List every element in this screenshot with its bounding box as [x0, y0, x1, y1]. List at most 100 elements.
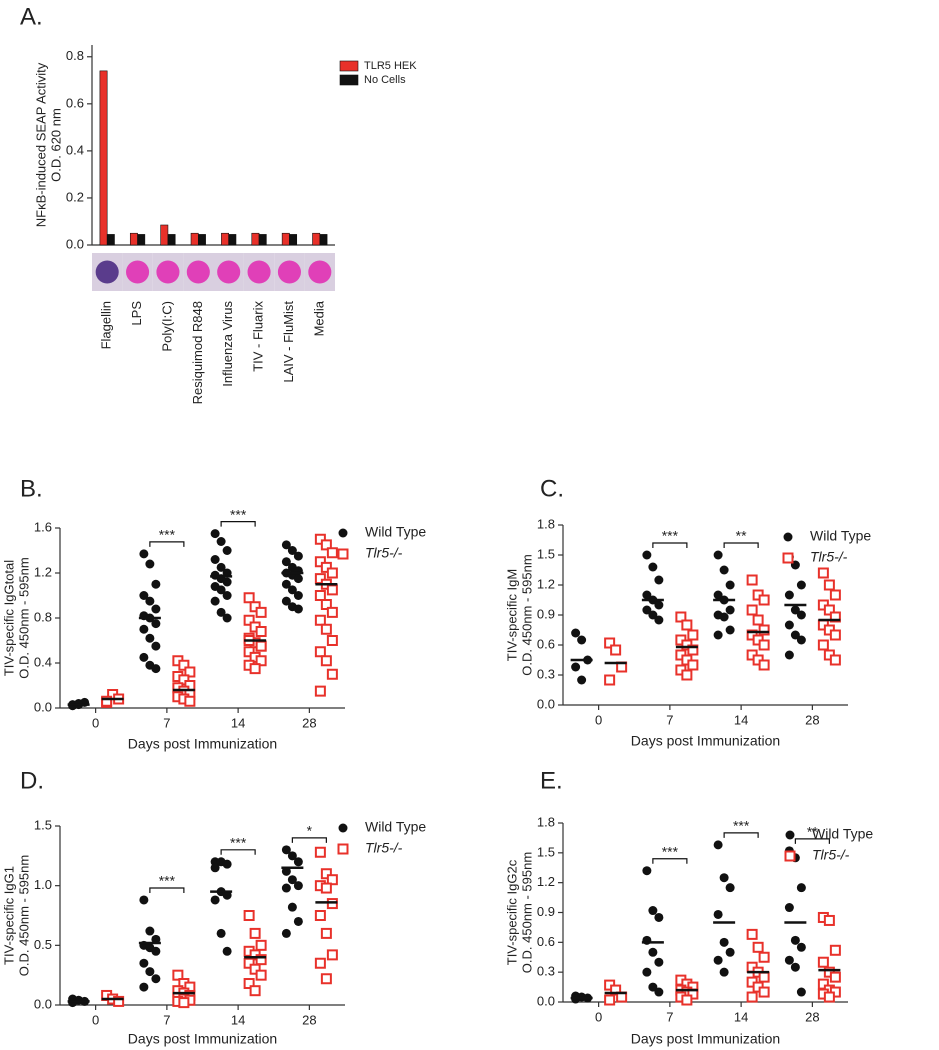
y-axis-label: TIV-specific IgG2c	[504, 859, 519, 965]
point	[604, 637, 616, 649]
point	[784, 620, 794, 630]
y-tick-label: 1.0	[34, 877, 52, 892]
legend-label: Tlr5-/-	[810, 549, 848, 565]
x-tick-label: 14	[734, 712, 748, 727]
point	[681, 619, 693, 631]
significance-label: *	[307, 823, 313, 839]
legend-label: Wild Type	[810, 528, 871, 544]
point	[243, 910, 255, 921]
point	[287, 902, 297, 912]
point	[817, 567, 829, 579]
point	[829, 971, 841, 983]
point	[314, 957, 326, 969]
point	[222, 546, 232, 555]
point	[713, 590, 723, 600]
point	[320, 868, 332, 880]
y-tick-label: 1.5	[34, 817, 52, 832]
point	[151, 619, 161, 629]
y-tick-label: 1.6	[34, 519, 52, 534]
point	[293, 551, 303, 561]
point	[139, 624, 149, 634]
point	[796, 635, 806, 645]
point	[145, 926, 155, 936]
point	[255, 969, 267, 981]
point	[249, 963, 261, 975]
point	[151, 664, 161, 674]
bar	[258, 234, 267, 246]
significance-bracket	[652, 858, 688, 864]
point	[314, 646, 326, 658]
point	[314, 614, 326, 626]
point	[654, 912, 664, 922]
point	[719, 565, 729, 575]
significance-bracket	[149, 541, 185, 547]
point	[314, 685, 326, 697]
point	[758, 971, 770, 983]
point	[610, 644, 622, 656]
point	[654, 615, 664, 625]
x-tick-label: LAIV - FluMist	[281, 301, 296, 383]
point	[823, 579, 835, 591]
legend-marker	[337, 548, 349, 560]
point	[719, 967, 729, 977]
y-axis-label: O.D. 450nm - 595nm	[16, 855, 31, 976]
point	[326, 567, 338, 579]
point	[314, 846, 326, 858]
point	[222, 946, 232, 956]
x-tick-label: 0	[595, 1009, 602, 1024]
bar	[137, 234, 146, 246]
point	[287, 875, 297, 885]
point	[314, 590, 326, 601]
y-axis-label: O.D. 620 nm	[48, 108, 63, 182]
x-tick-label: Poly(I:C)	[159, 301, 174, 352]
y-tick-label: 0.0	[537, 696, 555, 711]
bar	[228, 234, 237, 246]
y-tick-label: 1.2	[34, 564, 52, 579]
bar	[106, 234, 115, 246]
point	[320, 539, 332, 551]
legend-marker	[337, 843, 349, 855]
point	[784, 903, 794, 913]
point	[243, 978, 255, 990]
point	[249, 927, 261, 939]
x-tick-label: LPS	[129, 301, 144, 326]
point	[746, 604, 758, 616]
well	[95, 260, 119, 284]
x-tick-label: 14	[231, 1012, 245, 1027]
significance-bracket	[220, 849, 256, 855]
x-tick-label: 14	[734, 1009, 748, 1024]
point	[320, 599, 332, 610]
point	[326, 547, 338, 559]
significance-label: ***	[230, 835, 247, 851]
point	[758, 951, 770, 963]
point	[243, 646, 255, 658]
bar	[221, 232, 229, 246]
point	[577, 675, 587, 685]
legend-label: Wild Type	[365, 524, 426, 540]
point	[222, 890, 232, 900]
point	[255, 640, 267, 652]
bar	[281, 232, 290, 246]
y-axis-label: TIV-specific IgGtotal	[1, 560, 16, 676]
bar	[129, 232, 138, 246]
point	[725, 947, 735, 957]
point	[796, 610, 806, 620]
y-tick-label: 0.0	[34, 996, 52, 1011]
significance-label: ***	[662, 528, 679, 544]
bar	[198, 234, 206, 246]
point	[320, 655, 332, 667]
significance-bracket	[652, 542, 688, 548]
y-tick-label: 0.4	[66, 142, 84, 157]
significance-label: ***	[733, 818, 750, 834]
point	[326, 668, 338, 680]
legend-label: No Cells	[364, 74, 406, 86]
legend-label: Wild Type	[812, 826, 873, 842]
point	[823, 604, 835, 616]
x-axis-label: Days post Immunization	[128, 1031, 277, 1047]
point	[654, 575, 664, 585]
x-tick-label: 0	[595, 712, 602, 727]
x-tick-label: 28	[302, 715, 316, 730]
point	[654, 957, 664, 967]
y-axis-label: O.D. 450nm - 595nm	[519, 554, 534, 675]
